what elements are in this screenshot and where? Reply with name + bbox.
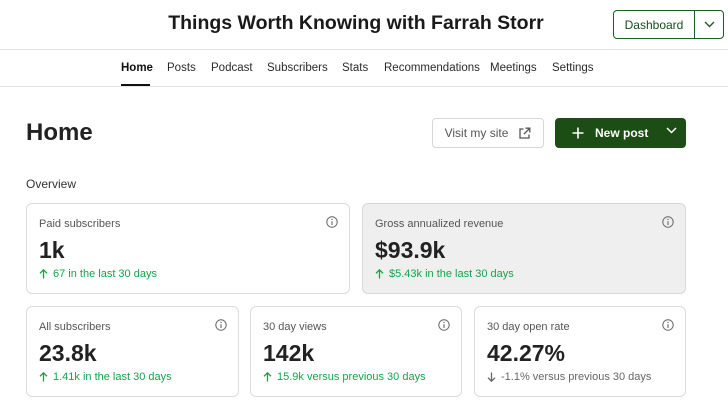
arrow-up-icon bbox=[375, 269, 384, 279]
plus-icon[interactable] bbox=[572, 127, 584, 139]
arrow-up-icon bbox=[39, 372, 48, 382]
metric-card-paid-subscribers[interactable]: Paid subscribers 1k 67 in the last 30 da… bbox=[26, 203, 350, 294]
tab-stats[interactable]: Stats bbox=[342, 62, 369, 74]
tab-posts[interactable]: Posts bbox=[167, 62, 196, 74]
metric-change-text: 15.9k versus previous 30 days bbox=[277, 371, 426, 383]
metric-value: 142k bbox=[263, 340, 315, 366]
metric-change: 67 in the last 30 days bbox=[39, 268, 157, 280]
active-tab-indicator bbox=[121, 84, 150, 86]
external-link-icon[interactable] bbox=[518, 127, 531, 140]
metric-label: Gross annualized revenue bbox=[375, 218, 504, 230]
visit-my-site-button[interactable]: Visit my site bbox=[432, 118, 544, 148]
tab-settings[interactable]: Settings bbox=[552, 62, 594, 74]
overview-heading: Overview bbox=[26, 177, 77, 191]
tab-meetings[interactable]: Meetings bbox=[490, 62, 537, 74]
metric-value: 1k bbox=[39, 237, 65, 263]
arrow-down-icon bbox=[487, 372, 496, 382]
info-icon[interactable] bbox=[215, 319, 227, 331]
metric-card-gross-annualized-revenue[interactable]: Gross annualized revenue $93.9k $5.43k i… bbox=[362, 203, 686, 294]
new-post-button[interactable]: New post bbox=[555, 118, 686, 148]
page-title: Home bbox=[26, 119, 93, 146]
metric-change-text: 1.41k in the last 30 days bbox=[53, 371, 172, 383]
metric-label: 30 day open rate bbox=[487, 321, 570, 333]
tab-home[interactable]: Home bbox=[121, 62, 153, 74]
info-icon[interactable] bbox=[662, 319, 674, 331]
arrow-up-icon bbox=[39, 269, 48, 279]
metric-card-30-day-open-rate[interactable]: 30 day open rate 42.27% -1.1% versus pre… bbox=[474, 306, 686, 397]
metric-label: All subscribers bbox=[39, 321, 111, 333]
main-nav: Home Posts Podcast Subscribers Stats Rec… bbox=[0, 50, 728, 87]
dashboard-button[interactable]: Dashboard bbox=[613, 10, 724, 39]
tab-recommendations[interactable]: Recommendations bbox=[384, 62, 480, 74]
metric-change: 1.41k in the last 30 days bbox=[39, 371, 172, 383]
chevron-down-icon[interactable] bbox=[694, 11, 723, 38]
tab-subscribers[interactable]: Subscribers bbox=[267, 62, 328, 74]
arrow-up-icon bbox=[263, 372, 272, 382]
info-icon[interactable] bbox=[438, 319, 450, 331]
tab-podcast[interactable]: Podcast bbox=[211, 62, 253, 74]
metric-value: 23.8k bbox=[39, 340, 97, 366]
metric-change: 15.9k versus previous 30 days bbox=[263, 371, 426, 383]
new-post-label[interactable]: New post bbox=[595, 126, 649, 140]
metric-value: $93.9k bbox=[375, 237, 446, 263]
dashboard-button-label[interactable]: Dashboard bbox=[624, 17, 684, 32]
publication-title[interactable]: Things Worth Knowing with Farrah Storr bbox=[168, 12, 544, 34]
chevron-down-icon[interactable] bbox=[666, 127, 677, 134]
metric-card-all-subscribers[interactable]: All subscribers 23.8k 1.41k in the last … bbox=[26, 306, 239, 397]
metric-change: -1.1% versus previous 30 days bbox=[487, 371, 651, 383]
metric-value: 42.27% bbox=[487, 340, 566, 366]
visit-my-site-label[interactable]: Visit my site bbox=[444, 126, 509, 140]
metric-card-30-day-views[interactable]: 30 day views 142k 15.9k versus previous … bbox=[250, 306, 462, 397]
metric-label: Paid subscribers bbox=[39, 218, 121, 230]
metric-change-text: -1.1% versus previous 30 days bbox=[501, 371, 652, 383]
info-icon[interactable] bbox=[326, 216, 338, 228]
top-bar: Things Worth Knowing with Farrah Storr D… bbox=[0, 0, 728, 50]
metric-change-text: $5.43k in the last 30 days bbox=[389, 268, 514, 280]
metric-label: 30 day views bbox=[263, 321, 327, 333]
metric-change: $5.43k in the last 30 days bbox=[375, 268, 514, 280]
info-icon[interactable] bbox=[662, 216, 674, 228]
metric-change-text: 67 in the last 30 days bbox=[53, 268, 157, 280]
